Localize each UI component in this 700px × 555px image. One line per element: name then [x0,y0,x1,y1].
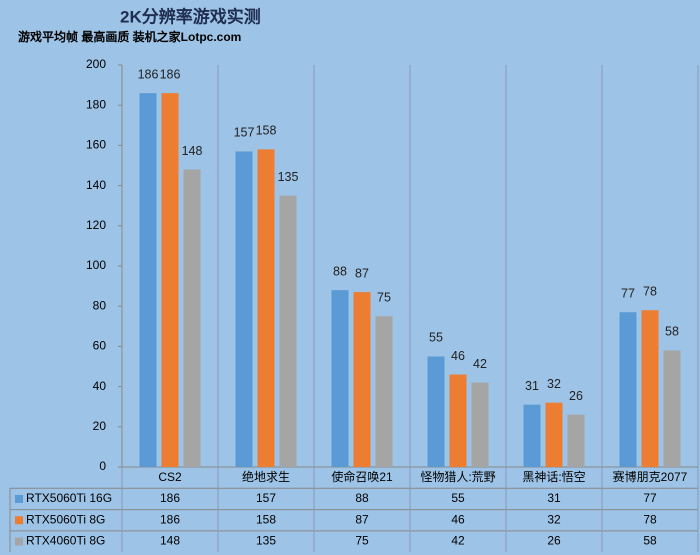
bar [235,151,253,467]
data-label: 157 [234,126,255,140]
bar [353,292,371,467]
bar [257,149,275,468]
table-cell: 75 [355,534,369,548]
legend-label: RTX5060Ti 8G [26,512,105,526]
y-tick-label: 20 [93,419,107,433]
chart-title: 2K分辨率游戏实测 [120,6,261,26]
data-label: 88 [333,264,347,278]
data-label: 158 [256,124,277,138]
table-cell: 186 [160,512,180,526]
y-tick-label: 160 [86,138,106,152]
data-label: 87 [355,266,369,280]
y-tick-label: 140 [86,178,106,192]
y-tick-label: 200 [86,57,106,71]
data-label: 58 [665,325,679,339]
table-cell: 42 [451,534,465,548]
data-label: 46 [451,349,465,363]
bar [471,382,489,467]
data-label: 148 [182,144,203,158]
x-tick-label: 使命召唤21 [331,469,393,484]
data-label: 75 [377,291,391,305]
table-cell: 55 [451,491,465,505]
bar [279,195,297,467]
data-label: 26 [569,389,583,403]
legend-label: RTX5060Ti 16G [26,491,112,505]
table-cell: 32 [547,512,561,526]
bar [663,350,681,467]
table-cell: 58 [643,534,657,548]
table-cell: 87 [355,512,369,526]
data-label: 186 [138,67,159,81]
bar [427,356,445,467]
data-label: 31 [525,379,539,393]
x-tick-label: 绝地求生 [242,469,290,484]
y-tick-label: 60 [93,339,107,353]
legend-swatch [15,494,23,503]
y-tick-label: 40 [93,379,107,393]
bar [567,414,585,467]
data-label: 32 [547,377,561,391]
x-tick-label: 怪物猎人:荒野 [420,470,495,484]
data-label: 42 [473,357,487,371]
bar [545,402,563,467]
bar [331,290,349,467]
bar [619,312,637,467]
bar [139,93,157,467]
chart-subtitle: 游戏平均帧 最高画质 装机之家Lotpc.com [18,29,241,44]
table-cell: 135 [256,534,276,548]
y-tick-label: 80 [93,298,107,312]
table-cell: 186 [160,491,180,505]
legend-swatch [15,537,23,546]
table-cell: 26 [547,534,561,548]
data-label: 77 [621,287,635,301]
table-cell: 88 [355,491,369,505]
data-label: 55 [429,331,443,345]
bar [375,316,393,467]
table-cell: 157 [256,491,276,505]
table-cell: 158 [256,512,276,526]
legend-label: RTX4060Ti 8G [26,534,105,548]
y-tick-label: 120 [86,218,106,232]
table-cell: 46 [451,512,465,526]
table-cell: 77 [643,491,657,505]
table-cell: 148 [160,534,180,548]
table-cell: 31 [547,491,561,505]
bar [183,169,201,467]
table-cell: 78 [643,512,657,526]
bar [523,404,541,467]
y-tick-label: 100 [86,258,106,272]
data-label: 186 [160,67,181,81]
y-tick-label: 0 [99,459,106,473]
data-label: 78 [643,285,657,299]
bar [161,93,179,467]
legend-swatch [15,516,23,525]
x-tick-label: 赛博朋克2077 [613,469,688,484]
x-tick-label: 黑神话:悟空 [522,469,585,484]
bar [449,374,467,467]
bar [641,310,659,467]
y-tick-label: 180 [86,97,106,111]
x-tick-label: CS2 [158,470,182,484]
data-label: 135 [278,170,299,184]
